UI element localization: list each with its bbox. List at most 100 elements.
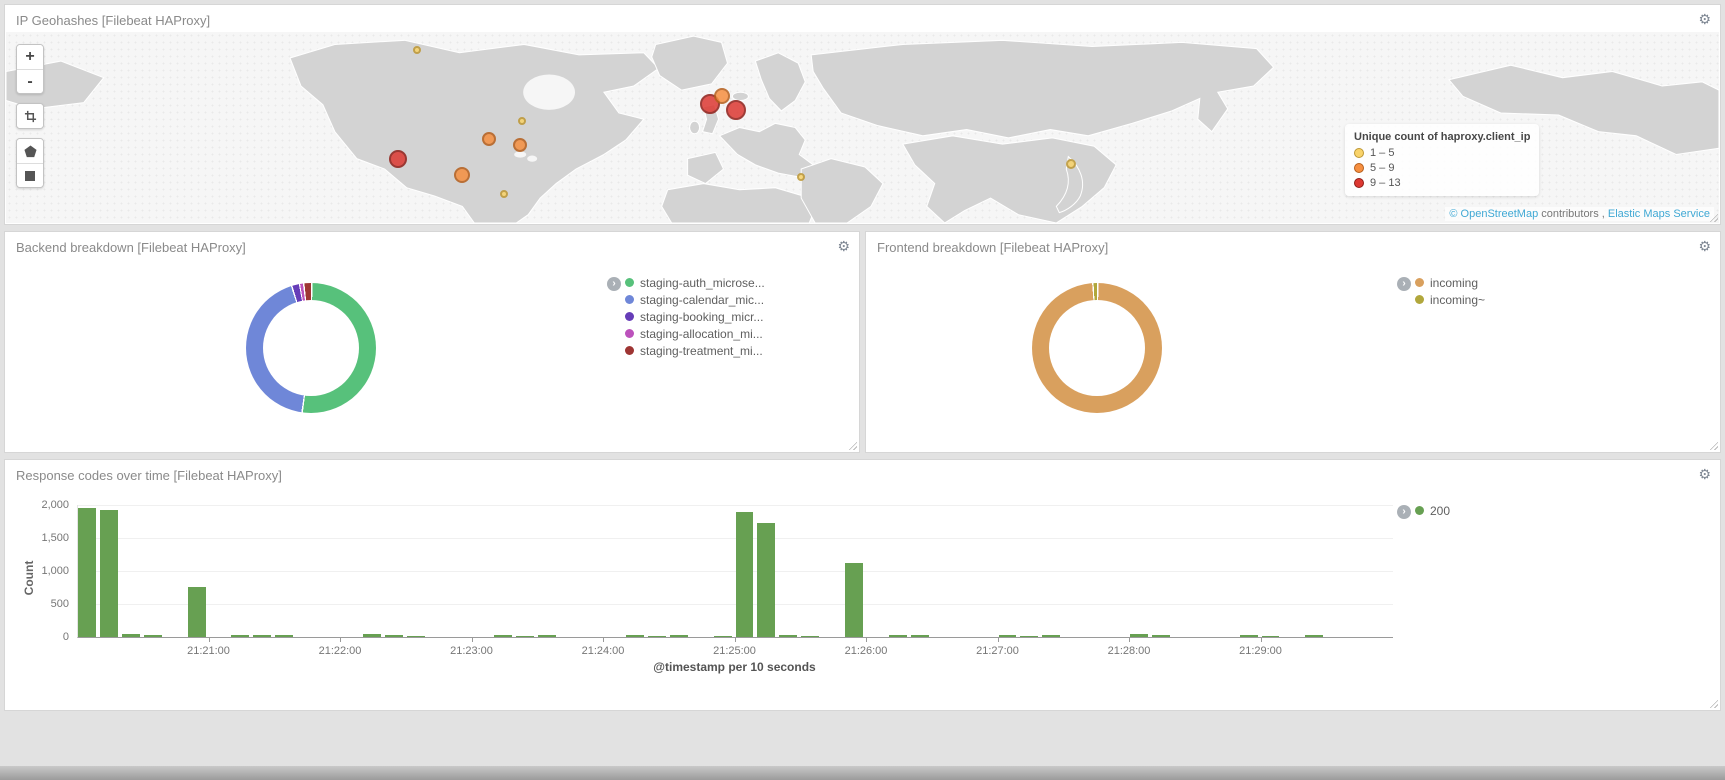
water-bodies bbox=[514, 74, 576, 162]
gear-icon[interactable]: ⚙ bbox=[1698, 238, 1711, 254]
resize-handle[interactable] bbox=[1707, 697, 1718, 708]
map-marker[interactable] bbox=[512, 138, 527, 153]
gear-icon[interactable]: ⚙ bbox=[1698, 11, 1711, 27]
bar[interactable] bbox=[538, 635, 557, 637]
rectangle-icon bbox=[25, 170, 35, 181]
panel-title: Response codes over time [Filebeat HAPro… bbox=[16, 468, 282, 483]
frontend-donut-chart[interactable] bbox=[1032, 283, 1162, 413]
map-marker[interactable] bbox=[389, 149, 408, 168]
x-tick-label: 21:29:00 bbox=[1239, 645, 1282, 657]
bar[interactable] bbox=[1042, 635, 1061, 637]
map-marker[interactable] bbox=[796, 173, 805, 182]
bar[interactable] bbox=[143, 635, 162, 637]
bar[interactable] bbox=[669, 635, 688, 637]
map-legend-item: 1 – 5 bbox=[1354, 147, 1530, 159]
world-map[interactable]: + - bbox=[6, 32, 1719, 223]
map-marker[interactable] bbox=[500, 189, 509, 198]
openstreetmap-link[interactable]: OpenStreetMap bbox=[1460, 208, 1539, 220]
panel-backend-breakdown: Backend breakdown [Filebeat HAProxy] ⚙ ›… bbox=[4, 231, 860, 453]
x-tick-mark bbox=[997, 638, 999, 642]
legend-item[interactable]: staging-allocation_mi... bbox=[625, 325, 765, 342]
bar[interactable] bbox=[735, 511, 754, 637]
bar[interactable] bbox=[187, 586, 206, 637]
x-tick-mark bbox=[471, 638, 473, 642]
gear-icon[interactable]: ⚙ bbox=[837, 238, 850, 254]
map-marker[interactable] bbox=[714, 88, 731, 105]
map-marker[interactable] bbox=[1066, 158, 1077, 169]
resize-handle[interactable] bbox=[1707, 439, 1718, 450]
zoom-in-button[interactable]: + bbox=[17, 45, 43, 69]
legend-swatch bbox=[1415, 506, 1424, 515]
bar[interactable] bbox=[757, 522, 776, 637]
bar[interactable] bbox=[801, 635, 820, 637]
bar[interactable] bbox=[998, 635, 1017, 637]
legend-toggle-icon[interactable]: › bbox=[1397, 277, 1411, 291]
legend-item[interactable]: staging-auth_microse... bbox=[625, 274, 765, 291]
bar[interactable] bbox=[888, 634, 907, 637]
map-legend-item: 5 – 9 bbox=[1354, 162, 1530, 174]
map-marker[interactable] bbox=[482, 131, 497, 146]
bar[interactable] bbox=[910, 635, 929, 637]
bar[interactable] bbox=[1151, 635, 1170, 637]
panel-title: Frontend breakdown [Filebeat HAProxy] bbox=[877, 240, 1109, 255]
x-tick-label: 21:27:00 bbox=[976, 645, 1019, 657]
resize-handle[interactable] bbox=[846, 439, 857, 450]
fit-data-bounds-button[interactable] bbox=[17, 104, 43, 128]
map-marker[interactable] bbox=[413, 45, 422, 54]
zoom-out-button[interactable]: - bbox=[17, 69, 43, 93]
bar[interactable] bbox=[1305, 635, 1324, 637]
map-marker[interactable] bbox=[453, 167, 470, 184]
map-marker[interactable] bbox=[725, 99, 746, 120]
x-tick-mark bbox=[340, 638, 341, 642]
bar[interactable] bbox=[362, 634, 381, 637]
bar[interactable] bbox=[1020, 635, 1039, 637]
gear-icon[interactable]: ⚙ bbox=[1698, 466, 1711, 482]
legend-item[interactable]: staging-booking_micr... bbox=[625, 308, 765, 325]
legend-item[interactable]: incoming~ bbox=[1415, 291, 1485, 308]
bar[interactable] bbox=[78, 508, 96, 637]
x-tick-label: 21:22:00 bbox=[318, 645, 362, 657]
backend-donut-chart[interactable] bbox=[246, 283, 376, 413]
bar[interactable] bbox=[406, 635, 425, 637]
legend-item[interactable]: staging-treatment_mi... bbox=[625, 342, 765, 359]
bar[interactable] bbox=[384, 635, 403, 637]
bar[interactable] bbox=[516, 635, 535, 637]
legend-item[interactable]: staging-calendar_mic... bbox=[625, 291, 765, 308]
legend-item[interactable]: 200 bbox=[1415, 502, 1450, 519]
elastic-maps-service-link[interactable]: Elastic Maps Service bbox=[1607, 208, 1710, 220]
resize-handle[interactable] bbox=[1707, 211, 1718, 222]
map-legend-item: 9 – 13 bbox=[1354, 177, 1530, 189]
bar[interactable] bbox=[231, 635, 250, 637]
copyright-symbol: © bbox=[1449, 208, 1458, 220]
bar[interactable] bbox=[275, 635, 294, 637]
legend-swatch bbox=[625, 312, 634, 321]
legend-item[interactable]: incoming bbox=[1415, 274, 1485, 291]
x-axis-tick-labels: 21:21:00 21:22:00 21:23:00 21:24:00 21:25:00… bbox=[77, 637, 1392, 661]
bar[interactable] bbox=[1130, 634, 1148, 637]
x-tick-mark bbox=[603, 638, 604, 642]
map-marker[interactable] bbox=[517, 117, 526, 126]
legend-label: incoming bbox=[1430, 275, 1479, 290]
bar[interactable] bbox=[647, 635, 666, 637]
rectangle-filter-button[interactable] bbox=[17, 163, 43, 187]
attribution-text: contributors , bbox=[1541, 208, 1605, 220]
polygon-filter-button[interactable] bbox=[17, 139, 43, 163]
bar[interactable] bbox=[1239, 635, 1258, 637]
panel-response-codes: Response codes over time [Filebeat HAPro… bbox=[4, 459, 1721, 711]
bar[interactable] bbox=[121, 634, 140, 637]
bar[interactable] bbox=[1261, 635, 1280, 637]
donut-hole bbox=[1049, 300, 1145, 396]
bar[interactable] bbox=[494, 635, 513, 637]
bar[interactable] bbox=[845, 563, 864, 637]
bar[interactable] bbox=[779, 635, 798, 637]
legend-toggle-icon[interactable]: › bbox=[607, 277, 621, 291]
legend-label: staging-treatment_mi... bbox=[640, 343, 763, 358]
bar[interactable] bbox=[625, 635, 644, 637]
panel-header: Frontend breakdown [Filebeat HAProxy] ⚙ bbox=[866, 232, 1720, 258]
legend-toggle-icon[interactable]: › bbox=[1397, 505, 1411, 519]
bar[interactable] bbox=[99, 509, 118, 637]
bar[interactable] bbox=[253, 635, 272, 637]
map-legend-swatch bbox=[1354, 148, 1364, 158]
y-tick-label: 0 bbox=[62, 631, 69, 643]
bar[interactable] bbox=[713, 635, 732, 637]
